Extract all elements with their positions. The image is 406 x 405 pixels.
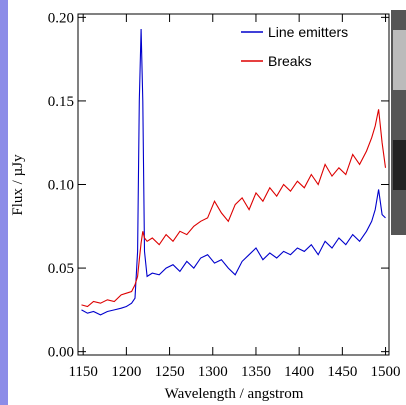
y-tick-label: 0.05 bbox=[48, 261, 74, 277]
x-tick-label: 1500 bbox=[371, 364, 401, 380]
x-tick-label: 1150 bbox=[68, 364, 97, 380]
line bbox=[81, 28, 386, 316]
line bbox=[81, 109, 387, 308]
x-tick-label: 1400 bbox=[284, 364, 314, 380]
y-axis-label: Flux / µJy bbox=[10, 154, 26, 216]
y-tick-label: 0.15 bbox=[48, 94, 74, 110]
y-tick-label: 0.00 bbox=[48, 345, 74, 361]
image-fragment bbox=[393, 140, 406, 190]
y-tick-label: 0.10 bbox=[48, 178, 74, 194]
x-tick-label: 1250 bbox=[155, 364, 185, 380]
plot-frame bbox=[77, 13, 390, 356]
side-bar bbox=[0, 0, 8, 405]
x-tick-label: 1350 bbox=[241, 364, 271, 380]
x-tick-label: 1300 bbox=[198, 364, 228, 380]
legend-label: Line emitters bbox=[268, 24, 348, 40]
x-axis-label: Wavelength / angstrom bbox=[165, 386, 304, 402]
y-tick-label: 0.20 bbox=[48, 10, 74, 26]
x-tick-label: 1200 bbox=[111, 364, 141, 380]
image-fragment bbox=[393, 30, 406, 90]
legend-label: Breaks bbox=[268, 53, 312, 69]
x-tick-label: 1450 bbox=[327, 364, 357, 380]
